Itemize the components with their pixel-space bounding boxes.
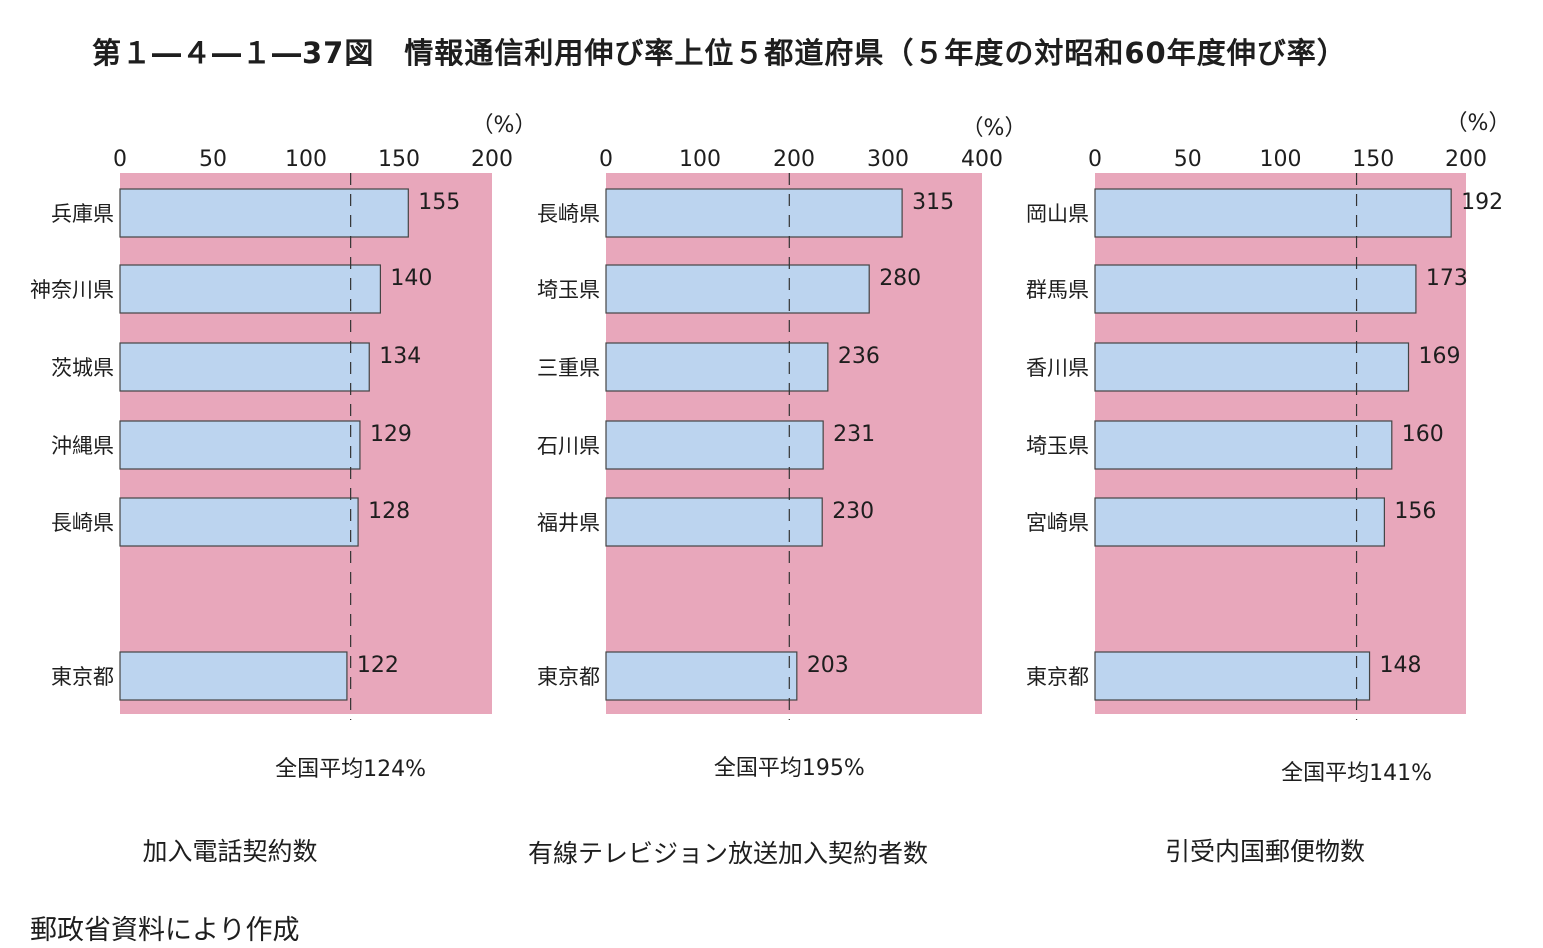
category-label: 福井県 [537, 511, 600, 535]
bar [1094, 342, 1410, 392]
category-label: 群馬県 [1026, 278, 1089, 302]
category-label: 神奈川県 [30, 278, 114, 302]
x-tick-label: 100 [679, 147, 721, 172]
bar [1094, 420, 1393, 470]
x-tick-label: 50 [1174, 147, 1202, 172]
category-label: 埼玉県 [1026, 434, 1089, 458]
category-label: 岡山県 [1026, 202, 1089, 226]
bar [119, 420, 361, 470]
source-note: 郵政省資料により作成 [30, 915, 300, 946]
bar [119, 497, 359, 547]
chart-title: 加入電話契約数 [142, 837, 317, 866]
data-label: 128 [368, 499, 410, 524]
x-tick-label: 100 [1260, 147, 1302, 172]
bar [605, 342, 829, 392]
data-label: 236 [838, 344, 880, 369]
chart-title: 引受内国郵便物数 [1165, 837, 1365, 866]
bar [1094, 188, 1452, 238]
data-label: 280 [879, 266, 921, 291]
bar [605, 188, 903, 238]
category-label: 東京都 [537, 665, 600, 689]
x-tick-label: 200 [1445, 147, 1487, 172]
category-label: 茨城県 [51, 356, 114, 380]
category-label: 埼玉県 [537, 278, 600, 302]
data-label: 148 [1380, 653, 1422, 678]
category-label: 三重県 [537, 356, 600, 380]
data-label: 203 [807, 653, 849, 678]
data-label: 155 [418, 190, 460, 215]
bar [605, 651, 798, 701]
x-tick-label: 200 [471, 147, 513, 172]
data-label: 173 [1426, 266, 1468, 291]
category-label: 東京都 [1026, 665, 1089, 689]
category-label: 宮崎県 [1026, 511, 1089, 535]
chart-title: 有線テレビジョン放送加入契約者数 [528, 839, 928, 868]
x-tick-label: 0 [1088, 147, 1102, 172]
category-label: 長崎県 [51, 511, 114, 535]
average-label: 全国平均124% [275, 757, 426, 782]
bar [1094, 651, 1371, 701]
x-tick-label: 100 [285, 147, 327, 172]
bar [119, 342, 370, 392]
data-label: 156 [1394, 499, 1436, 524]
category-label: 石川県 [537, 434, 600, 458]
x-tick-label: 150 [378, 147, 420, 172]
average-label: 全国平均195% [714, 756, 865, 781]
category-label: 長崎県 [537, 202, 600, 226]
data-label: 192 [1461, 190, 1503, 215]
bar [605, 420, 824, 470]
x-tick-label: 300 [867, 147, 909, 172]
data-label: 122 [357, 653, 399, 678]
bar [605, 497, 823, 547]
data-label: 230 [832, 499, 874, 524]
bar [119, 188, 409, 238]
data-label: 134 [379, 344, 421, 369]
data-label: 231 [833, 422, 875, 447]
bar [119, 264, 381, 314]
category-label: 兵庫県 [51, 202, 114, 226]
x-tick-label: 150 [1352, 147, 1394, 172]
bar [1094, 264, 1417, 314]
x-tick-label: 0 [113, 147, 127, 172]
bar [605, 264, 870, 314]
bar [119, 651, 348, 701]
x-tick-label: 0 [599, 147, 613, 172]
category-label: 沖縄県 [51, 434, 114, 458]
data-label: 140 [390, 266, 432, 291]
bar [1094, 497, 1385, 547]
x-tick-label: 50 [199, 147, 227, 172]
x-tick-label: 200 [773, 147, 815, 172]
category-label: 東京都 [51, 665, 114, 689]
data-label: 169 [1418, 344, 1460, 369]
data-label: 315 [912, 190, 954, 215]
page-title: 第１―４―１―37図 情報通信利用伸び率上位５都道府県（５年度の対昭和60年度伸… [92, 36, 1347, 70]
category-label: 香川県 [1026, 356, 1089, 380]
unit-label: （%） [962, 116, 1027, 141]
x-tick-label: 400 [961, 147, 1003, 172]
data-label: 160 [1402, 422, 1444, 447]
unit-label: （%） [1446, 111, 1511, 136]
average-label: 全国平均141% [1281, 761, 1432, 786]
data-label: 129 [370, 422, 412, 447]
unit-label: （%） [472, 113, 537, 138]
